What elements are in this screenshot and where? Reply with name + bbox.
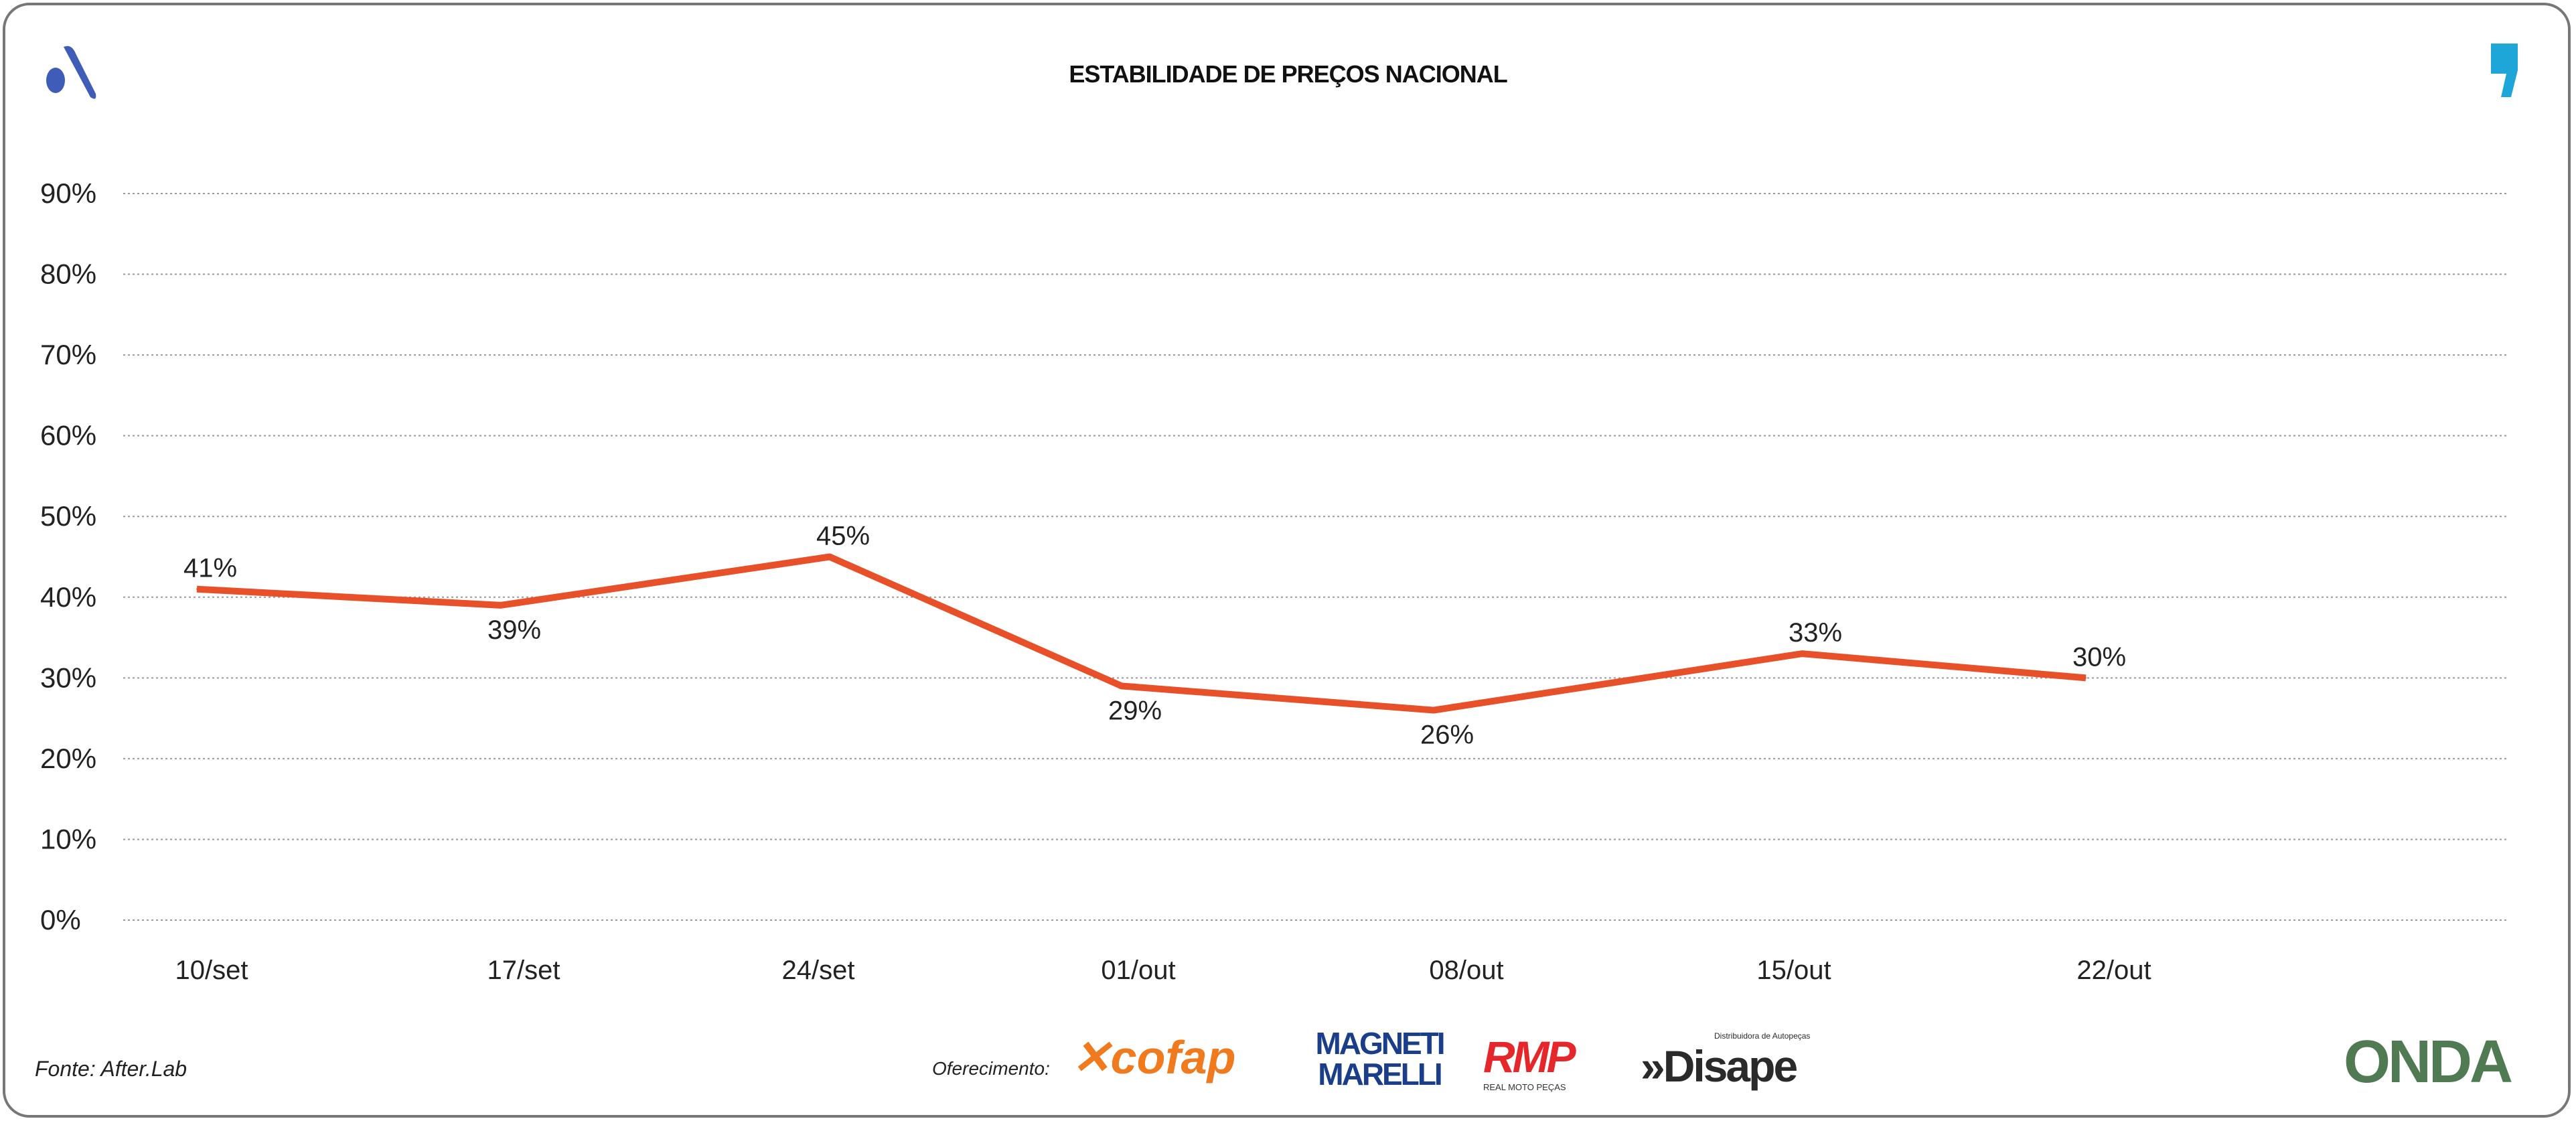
y-tick-label: 10% [40,823,96,854]
cofap-chevron-icon: ✕ [1071,1031,1111,1083]
magneti-marelli-logo: MAGNETI MARELLI [1315,1026,1445,1092]
data-point [1433,709,1434,711]
data-label: 29% [1108,696,1162,725]
x-tick-label: 08/out [1429,956,1503,985]
y-tick-label: 70% [40,339,96,370]
data-point [500,604,502,606]
x-tick-label: 17/set [487,956,560,985]
data-point [1121,685,1122,687]
y-tick-label: 60% [40,420,96,451]
data-label: 26% [1420,721,1474,750]
x-tick-label: 24/set [782,956,855,985]
y-tick-label: 50% [40,500,96,532]
data-point [2085,677,2087,679]
x-tick-label: 22/out [2076,956,2151,985]
data-label: 33% [1789,618,1842,648]
rmp-logo: RMP REAL MOTO PEÇAS [1483,1032,1576,1092]
y-tick-label: 80% [40,258,96,290]
sponsor-label: Oferecimento: [932,1058,1050,1079]
chart-frame [3,3,2571,1118]
data-label: 30% [2072,642,2126,672]
left-brand-logo-icon [46,46,96,99]
disape-logo: Distribuidora de Autopeças »Disape [1641,1031,1811,1091]
data-point [1801,653,1803,655]
x-tick-label: 01/out [1101,956,1175,985]
data-point [196,588,198,590]
x-tick-label: 10/set [175,956,248,985]
x-tick-label: 15/out [1756,956,1831,985]
chart-title: ESTABILIDADE DE PREÇOS NACIONAL [1069,60,1507,88]
source-note: Fonte: After.Lab [35,1057,187,1081]
double-chevron-icon: » [1641,1041,1665,1091]
y-tick-label: 20% [40,743,96,774]
y-tick-label: 0% [40,904,81,935]
y-tick-label: 90% [40,177,96,209]
cofap-logo: ✕cofap [1071,1031,1236,1083]
data-label: 39% [487,615,541,645]
data-point [829,556,830,558]
data-label: 41% [183,554,237,583]
y-tick-label: 30% [40,662,96,693]
y-tick-label: 40% [40,581,96,613]
right-brand-logo-icon [2491,44,2518,97]
onda-logo: ONDA [2344,1029,2513,1096]
data-label: 45% [816,522,870,551]
